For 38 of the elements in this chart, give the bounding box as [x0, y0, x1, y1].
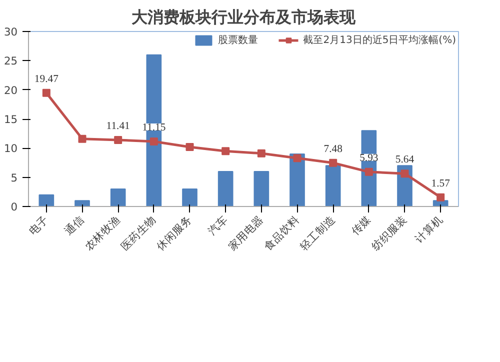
x-tick-label: 轻工制造 — [297, 212, 338, 254]
data-label: 19.47 — [34, 74, 60, 85]
y-tick-label: 25 — [4, 54, 18, 68]
chart-title: 大消费板块行业分布及市场表现 — [132, 8, 356, 26]
x-tick-label: 计算机 — [412, 212, 446, 246]
bar — [254, 171, 270, 206]
y-tick-label: 5 — [10, 171, 18, 184]
point — [186, 143, 194, 151]
y-tick-label: 0 — [10, 200, 18, 214]
data-label: 1.57 — [431, 178, 451, 190]
bar — [110, 188, 126, 206]
point — [293, 154, 302, 162]
y-tick-label: 30 — [4, 26, 18, 38]
y-tick-label: 15 — [4, 113, 18, 126]
legend-label: 股票数量 — [218, 34, 258, 47]
y-tick-label: 20 — [4, 84, 18, 97]
bar — [74, 200, 90, 206]
point — [42, 88, 50, 97]
data-label: 11.41 — [106, 120, 130, 132]
x-tick-label: 通信 — [62, 212, 87, 238]
data-label: 5.64 — [395, 154, 415, 166]
point — [114, 136, 122, 144]
y-tick-label: 10 — [4, 142, 18, 156]
bar — [218, 171, 234, 206]
bar — [325, 165, 341, 206]
bar — [38, 194, 54, 206]
point — [329, 158, 338, 167]
point — [150, 137, 158, 146]
point — [400, 170, 409, 178]
point — [436, 193, 445, 202]
legend-label: 截至2月13日的近5日平均涨幅(%) — [303, 34, 456, 47]
point — [222, 147, 230, 156]
point — [78, 134, 86, 143]
bar — [182, 188, 198, 206]
x-tick-label: 电子 — [26, 212, 52, 238]
point — [257, 149, 266, 158]
data-label: 7.48 — [324, 144, 342, 155]
point — [364, 168, 373, 176]
